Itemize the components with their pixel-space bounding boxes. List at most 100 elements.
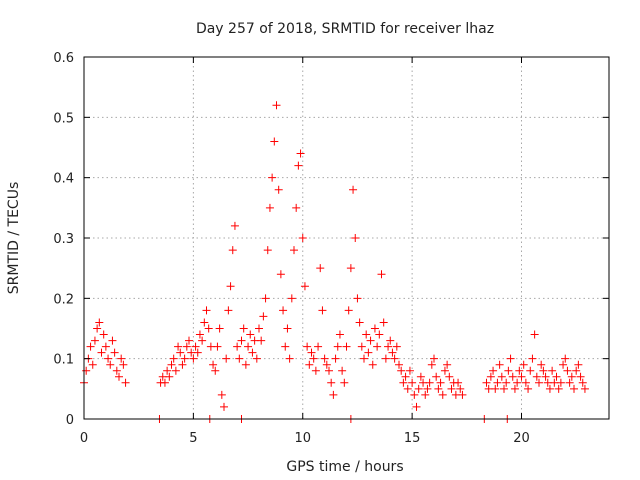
data-point — [384, 342, 393, 351]
data-point — [392, 342, 401, 351]
data-point — [580, 384, 589, 393]
data-point — [510, 384, 519, 393]
data-point — [554, 384, 563, 393]
data-point — [189, 354, 198, 363]
data-point — [265, 203, 274, 212]
data-point — [228, 246, 237, 255]
data-point — [357, 342, 366, 351]
data-point — [174, 342, 183, 351]
data-point — [329, 390, 338, 399]
data-points — [80, 101, 589, 423]
data-point — [353, 294, 362, 303]
data-point — [381, 354, 390, 363]
data-point — [395, 360, 403, 369]
data-point — [104, 354, 113, 363]
data-point — [300, 282, 309, 291]
data-point — [572, 366, 581, 375]
data-point — [335, 330, 344, 339]
data-point — [410, 390, 419, 399]
data-point — [567, 372, 576, 381]
data-point — [517, 372, 526, 381]
data-point — [530, 330, 539, 339]
data-point — [500, 384, 508, 393]
data-point — [182, 342, 191, 351]
data-point — [491, 384, 500, 393]
chart-title: Day 257 of 2018, SRMTID for receiver lha… — [196, 21, 494, 37]
data-point — [117, 354, 126, 363]
data-point — [373, 342, 382, 351]
data-point — [342, 342, 351, 351]
data-point — [237, 336, 246, 345]
data-point — [493, 378, 502, 387]
data-point — [119, 360, 128, 369]
data-point — [248, 348, 257, 357]
data-point — [268, 173, 277, 182]
data-point — [535, 378, 543, 387]
data-point — [198, 336, 207, 345]
grid-lines — [84, 57, 609, 419]
data-point — [171, 366, 180, 375]
data-point — [257, 336, 266, 345]
data-point — [458, 390, 467, 399]
data-point — [121, 378, 130, 387]
data-point — [403, 384, 412, 393]
data-point — [244, 342, 253, 351]
x-tick-label: 5 — [189, 431, 197, 446]
data-point — [489, 366, 498, 375]
data-point — [405, 366, 414, 375]
data-point — [209, 360, 218, 369]
data-point — [303, 342, 312, 351]
data-point — [86, 342, 95, 351]
data-point — [309, 354, 318, 363]
data-point — [397, 366, 406, 375]
data-point — [434, 384, 443, 393]
data-point — [521, 378, 530, 387]
data-point — [230, 221, 239, 230]
data-point — [388, 348, 397, 357]
data-point — [338, 366, 347, 375]
y-tick-label: 0 — [66, 413, 74, 428]
data-point — [178, 360, 187, 369]
data-point — [292, 203, 301, 212]
data-point — [548, 366, 557, 375]
data-point — [456, 384, 465, 393]
data-point — [325, 366, 333, 375]
data-point — [296, 149, 305, 158]
data-point — [202, 306, 211, 315]
data-point — [233, 342, 242, 351]
data-point — [285, 354, 294, 363]
data-point — [537, 360, 546, 369]
data-point — [423, 384, 432, 393]
data-point — [506, 354, 515, 363]
data-point — [346, 264, 355, 273]
data-point — [412, 402, 421, 411]
data-point — [290, 246, 298, 255]
data-point — [255, 324, 263, 333]
x-tick-label: 0 — [80, 431, 88, 446]
data-point — [375, 330, 384, 339]
data-point — [340, 378, 349, 387]
data-point — [362, 330, 371, 339]
data-point — [274, 185, 283, 194]
data-point — [570, 384, 578, 393]
data-point — [386, 336, 395, 345]
data-point — [272, 101, 281, 110]
x-tick-label: 10 — [294, 431, 311, 446]
data-point — [259, 312, 268, 321]
data-point — [430, 354, 438, 363]
data-point — [351, 234, 360, 242]
data-point — [482, 378, 491, 387]
data-point — [110, 348, 119, 357]
data-point — [101, 342, 110, 351]
data-point — [508, 372, 517, 381]
data-point — [427, 360, 436, 369]
y-tick-label: 0.3 — [53, 232, 74, 247]
data-point — [399, 378, 408, 387]
data-point — [526, 366, 535, 375]
data-point — [556, 378, 565, 387]
data-point — [390, 354, 399, 363]
data-point — [215, 324, 224, 333]
data-point — [90, 336, 99, 345]
data-point — [316, 264, 325, 273]
data-point — [180, 354, 189, 363]
